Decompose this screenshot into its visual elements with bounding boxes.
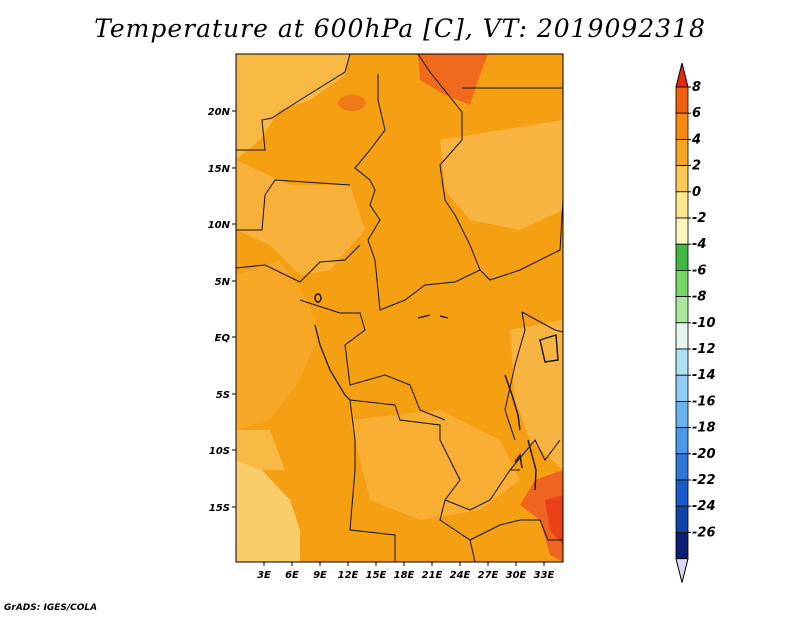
colorbar-label: -16 (692, 394, 716, 409)
colorbar-label: -10 (692, 316, 716, 331)
lat-label: 15N (208, 164, 231, 175)
colorbar-swatch (675, 296, 689, 324)
colorbar-label: -12 (692, 342, 716, 357)
lakes (314, 293, 559, 491)
warm-patch-chad (338, 95, 366, 111)
map-frame (235, 53, 564, 563)
colorbar-label: 8 (692, 80, 701, 95)
colorbar-label: -2 (692, 211, 706, 226)
lon-label: 15E (366, 570, 387, 581)
colorbar-swatch (675, 243, 689, 271)
lon-label: 27E (478, 570, 499, 581)
colorbar-swatch (675, 217, 689, 245)
colorbar-label: -26 (692, 525, 716, 540)
shade-sudan (440, 120, 563, 230)
colorbar-bottom-arrow (675, 558, 689, 583)
colorbar-swatch (675, 86, 689, 114)
colorbar-swatch (675, 479, 689, 507)
colorbar-swatch (675, 348, 689, 376)
lon-label: 21E (422, 570, 443, 581)
warm-patch-southeast (520, 470, 563, 562)
lat-label: 10N (208, 220, 231, 231)
colorbar-label: -20 (692, 447, 716, 462)
colorbar-label: -6 (692, 263, 706, 278)
lon-label: 6E (285, 570, 299, 581)
shade-sw (236, 430, 285, 470)
shade-gulf (236, 260, 320, 430)
colorbar-label: 0 (692, 185, 701, 200)
chart-title: Temperature at 600hPa [C], VT: 201909231… (94, 14, 706, 43)
lat-label: 5S (216, 390, 230, 401)
coastline (314, 324, 351, 401)
shade-sw-light (236, 460, 300, 562)
shade-west-africa (236, 160, 365, 275)
shade-south (350, 410, 520, 520)
colorbar-top-arrow (675, 62, 689, 88)
warm-patch-north (418, 54, 488, 105)
colorbar: 8 6 4 2 0 -2 -4 -6 -8 -10 -12 -14 -16 -18 -20 -22 -24 -26 (675, 62, 716, 583)
colorbar-swatch (675, 374, 689, 402)
colorbar-swatch (675, 532, 689, 560)
colorbar-label: -24 (692, 499, 716, 514)
credit-text: GrADS: IGES/COLA (4, 603, 98, 613)
lon-labels: 3E 6E 9E 12E 15E 18E 21E 24E 27E 30E 33E (257, 570, 554, 581)
colorbar-label: 2 (692, 159, 701, 174)
lat-label: 15S (209, 503, 230, 514)
colorbar-swatch (675, 427, 689, 455)
lon-label: 3E (257, 570, 271, 581)
colorbar-label: -4 (692, 237, 706, 252)
lon-label: 18E (394, 570, 415, 581)
colorbar-swatch (675, 138, 689, 166)
lat-labels: 20N 15N 10N 5N EQ 5S 10S 15S (208, 107, 231, 514)
lon-ticks (263, 562, 545, 566)
colorbar-label: -14 (692, 368, 716, 383)
colorbar-swatch (675, 165, 689, 193)
colorbar-swatch (675, 505, 689, 533)
colorbar-swatch (675, 112, 689, 140)
colorbar-label: 4 (691, 132, 701, 147)
colorbar-swatch (675, 453, 689, 481)
temperature-map (235, 53, 564, 563)
lon-label: 12E (338, 570, 359, 581)
lat-label: 20N (208, 107, 231, 118)
colorbar-label: -18 (692, 421, 716, 436)
colorbar-swatch (675, 191, 689, 219)
hot-patch-southeast (545, 495, 563, 545)
shade-nw (236, 54, 350, 160)
colorbar-swatch (675, 322, 689, 350)
lat-label: EQ (215, 333, 231, 344)
colorbar-label: -22 (692, 473, 716, 488)
colorbar-label: -8 (692, 290, 706, 305)
lon-label: 24E (450, 570, 471, 581)
shade-east (510, 320, 563, 470)
lat-ticks (232, 110, 236, 508)
lon-label: 33E (534, 570, 555, 581)
colorbar-swatch (675, 269, 689, 297)
country-borders (235, 53, 564, 563)
lon-label: 9E (313, 570, 327, 581)
lat-label: 5N (215, 277, 231, 288)
lat-label: 10S (209, 446, 230, 457)
lon-label: 30E (506, 570, 527, 581)
colorbar-swatch (675, 400, 689, 428)
colorbar-label: 6 (692, 106, 701, 121)
